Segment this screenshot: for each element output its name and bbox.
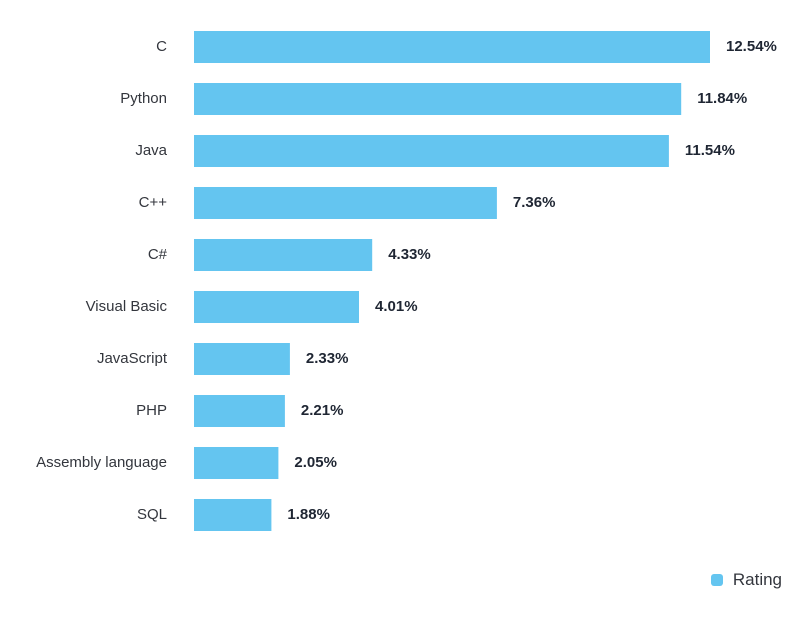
value-label-0: 12.54% — [726, 38, 777, 55]
category-label-2: Java — [135, 142, 167, 159]
category-label-0: C — [156, 38, 167, 55]
bar-8[interactable] — [194, 447, 279, 479]
value-label-1: 11.84% — [697, 90, 747, 107]
bar-0[interactable] — [194, 31, 710, 63]
value-label-8: 2.05% — [294, 454, 337, 471]
value-label-3: 7.36% — [513, 194, 556, 211]
category-label-1: Python — [120, 90, 167, 107]
legend: Rating — [710, 569, 782, 591]
bar-4[interactable] — [194, 239, 373, 271]
category-label-7: PHP — [136, 402, 167, 419]
category-label-9: SQL — [137, 506, 167, 523]
category-label-3: C++ — [139, 194, 168, 211]
bar-3[interactable] — [194, 187, 497, 219]
value-label-7: 2.21% — [301, 402, 344, 419]
bar-5[interactable] — [194, 291, 359, 323]
category-label-8: Assembly language — [36, 454, 167, 471]
legend-swatch-rating — [710, 574, 723, 586]
category-label-6: JavaScript — [97, 350, 168, 367]
bar-7[interactable] — [194, 395, 285, 427]
legend-label: Rating — [732, 570, 782, 589]
category-label-4: C# — [148, 246, 168, 263]
value-label-4: 4.33% — [388, 246, 431, 263]
bar-2[interactable] — [194, 135, 669, 167]
bar-6[interactable] — [194, 343, 290, 375]
value-label-9: 1.88% — [287, 506, 330, 523]
value-label-2: 11.54% — [685, 142, 735, 159]
value-label-6: 2.33% — [306, 350, 349, 367]
value-label-5: 4.01% — [375, 298, 418, 315]
bar-1[interactable] — [194, 83, 682, 115]
bar-9[interactable] — [194, 499, 272, 531]
category-label-5: Visual Basic — [86, 298, 168, 315]
